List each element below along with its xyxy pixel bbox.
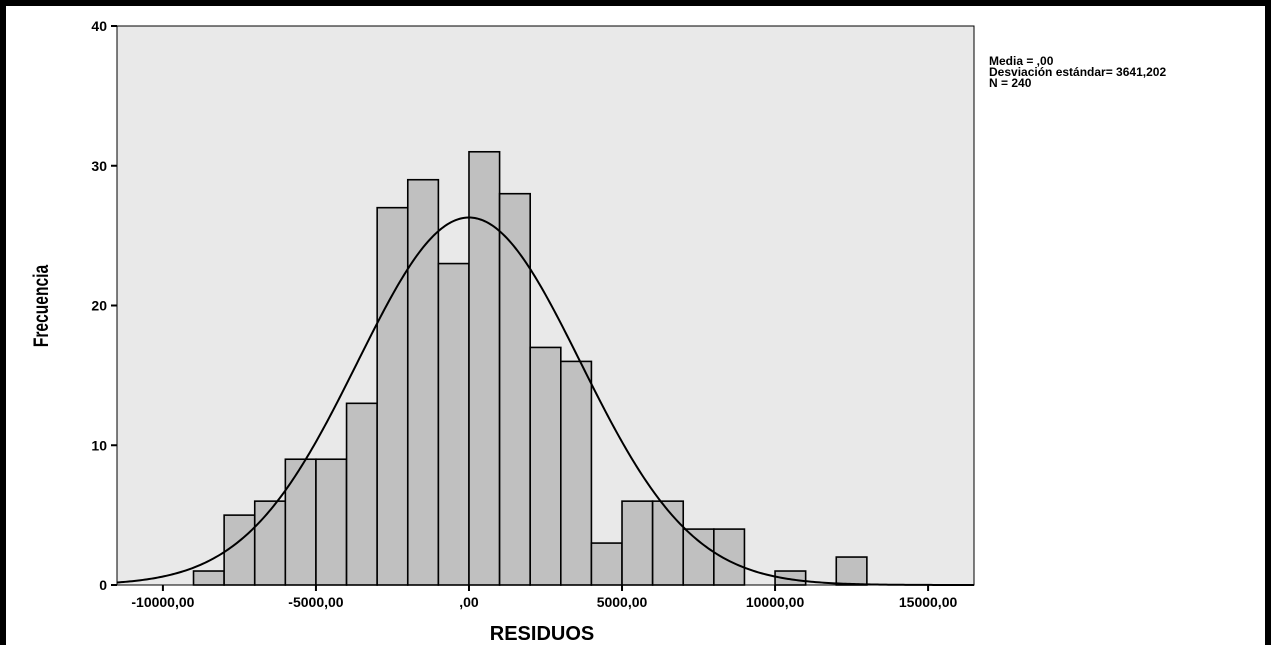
x-tick-label: 10000,00 [746, 594, 805, 610]
histogram-bar [651, 500, 685, 586]
y-tick-label: 20 [91, 298, 107, 314]
histogram-bar [376, 206, 409, 586]
n-stat: N = 240 [989, 76, 1032, 90]
x-axis: -10000,00 -5000,00 ,00 5000,00 10000,00 15000… [131, 585, 957, 610]
histogram-bar [682, 528, 715, 586]
histogram-bar [560, 360, 593, 586]
histogram-bar [621, 500, 654, 586]
y-axis-title: Frecuencia [29, 264, 53, 347]
histogram-bar [223, 514, 256, 586]
x-axis-title: RESIDUOS [490, 623, 594, 645]
stats-box: Media = ,00 Desviación estándar= 3641,20… [989, 54, 1167, 90]
x-tick-label: -5000,00 [288, 594, 343, 610]
normal-curve [116, 216, 974, 586]
histogram-bar [345, 402, 378, 586]
y-tick-label: 0 [99, 577, 107, 593]
histogram-bar [253, 500, 287, 586]
x-tick-label: 15000,00 [899, 594, 958, 610]
x-tick-label: ,00 [459, 594, 479, 610]
histogram-bar [468, 150, 501, 586]
histogram-bar [774, 570, 807, 586]
y-axis: 0 10 20 30 40 [91, 18, 117, 593]
x-tick-label: -10000,00 [131, 594, 194, 610]
histogram-bar [713, 528, 746, 586]
histogram-bar [192, 570, 225, 586]
histogram-bar [529, 346, 562, 586]
std-stat: Desviación estándar= 3641,202 [989, 65, 1167, 79]
histogram-bar [498, 192, 531, 586]
histogram-bar [406, 178, 440, 586]
histogram-bar [590, 542, 623, 586]
y-tick-label: 30 [91, 158, 107, 174]
y-tick-label: 10 [91, 437, 107, 453]
histogram-bar [835, 556, 868, 586]
histogram-bar [315, 458, 348, 586]
x-tick-label: 5000,00 [597, 594, 648, 610]
histogram-bar [437, 262, 470, 586]
histogram-bar [284, 458, 317, 586]
histogram-bars [192, 150, 868, 586]
histogram-chart: 0 10 20 30 40 -10000,00 -5000,00 ,00 5000,00 100… [29, 18, 975, 645]
mean-stat: Media = ,00 [989, 54, 1054, 68]
y-tick-label: 40 [91, 18, 107, 34]
chart-frame: 0 10 20 30 40 -10000,00 -5000,00 ,00 5000,00 100… [6, 6, 1265, 645]
